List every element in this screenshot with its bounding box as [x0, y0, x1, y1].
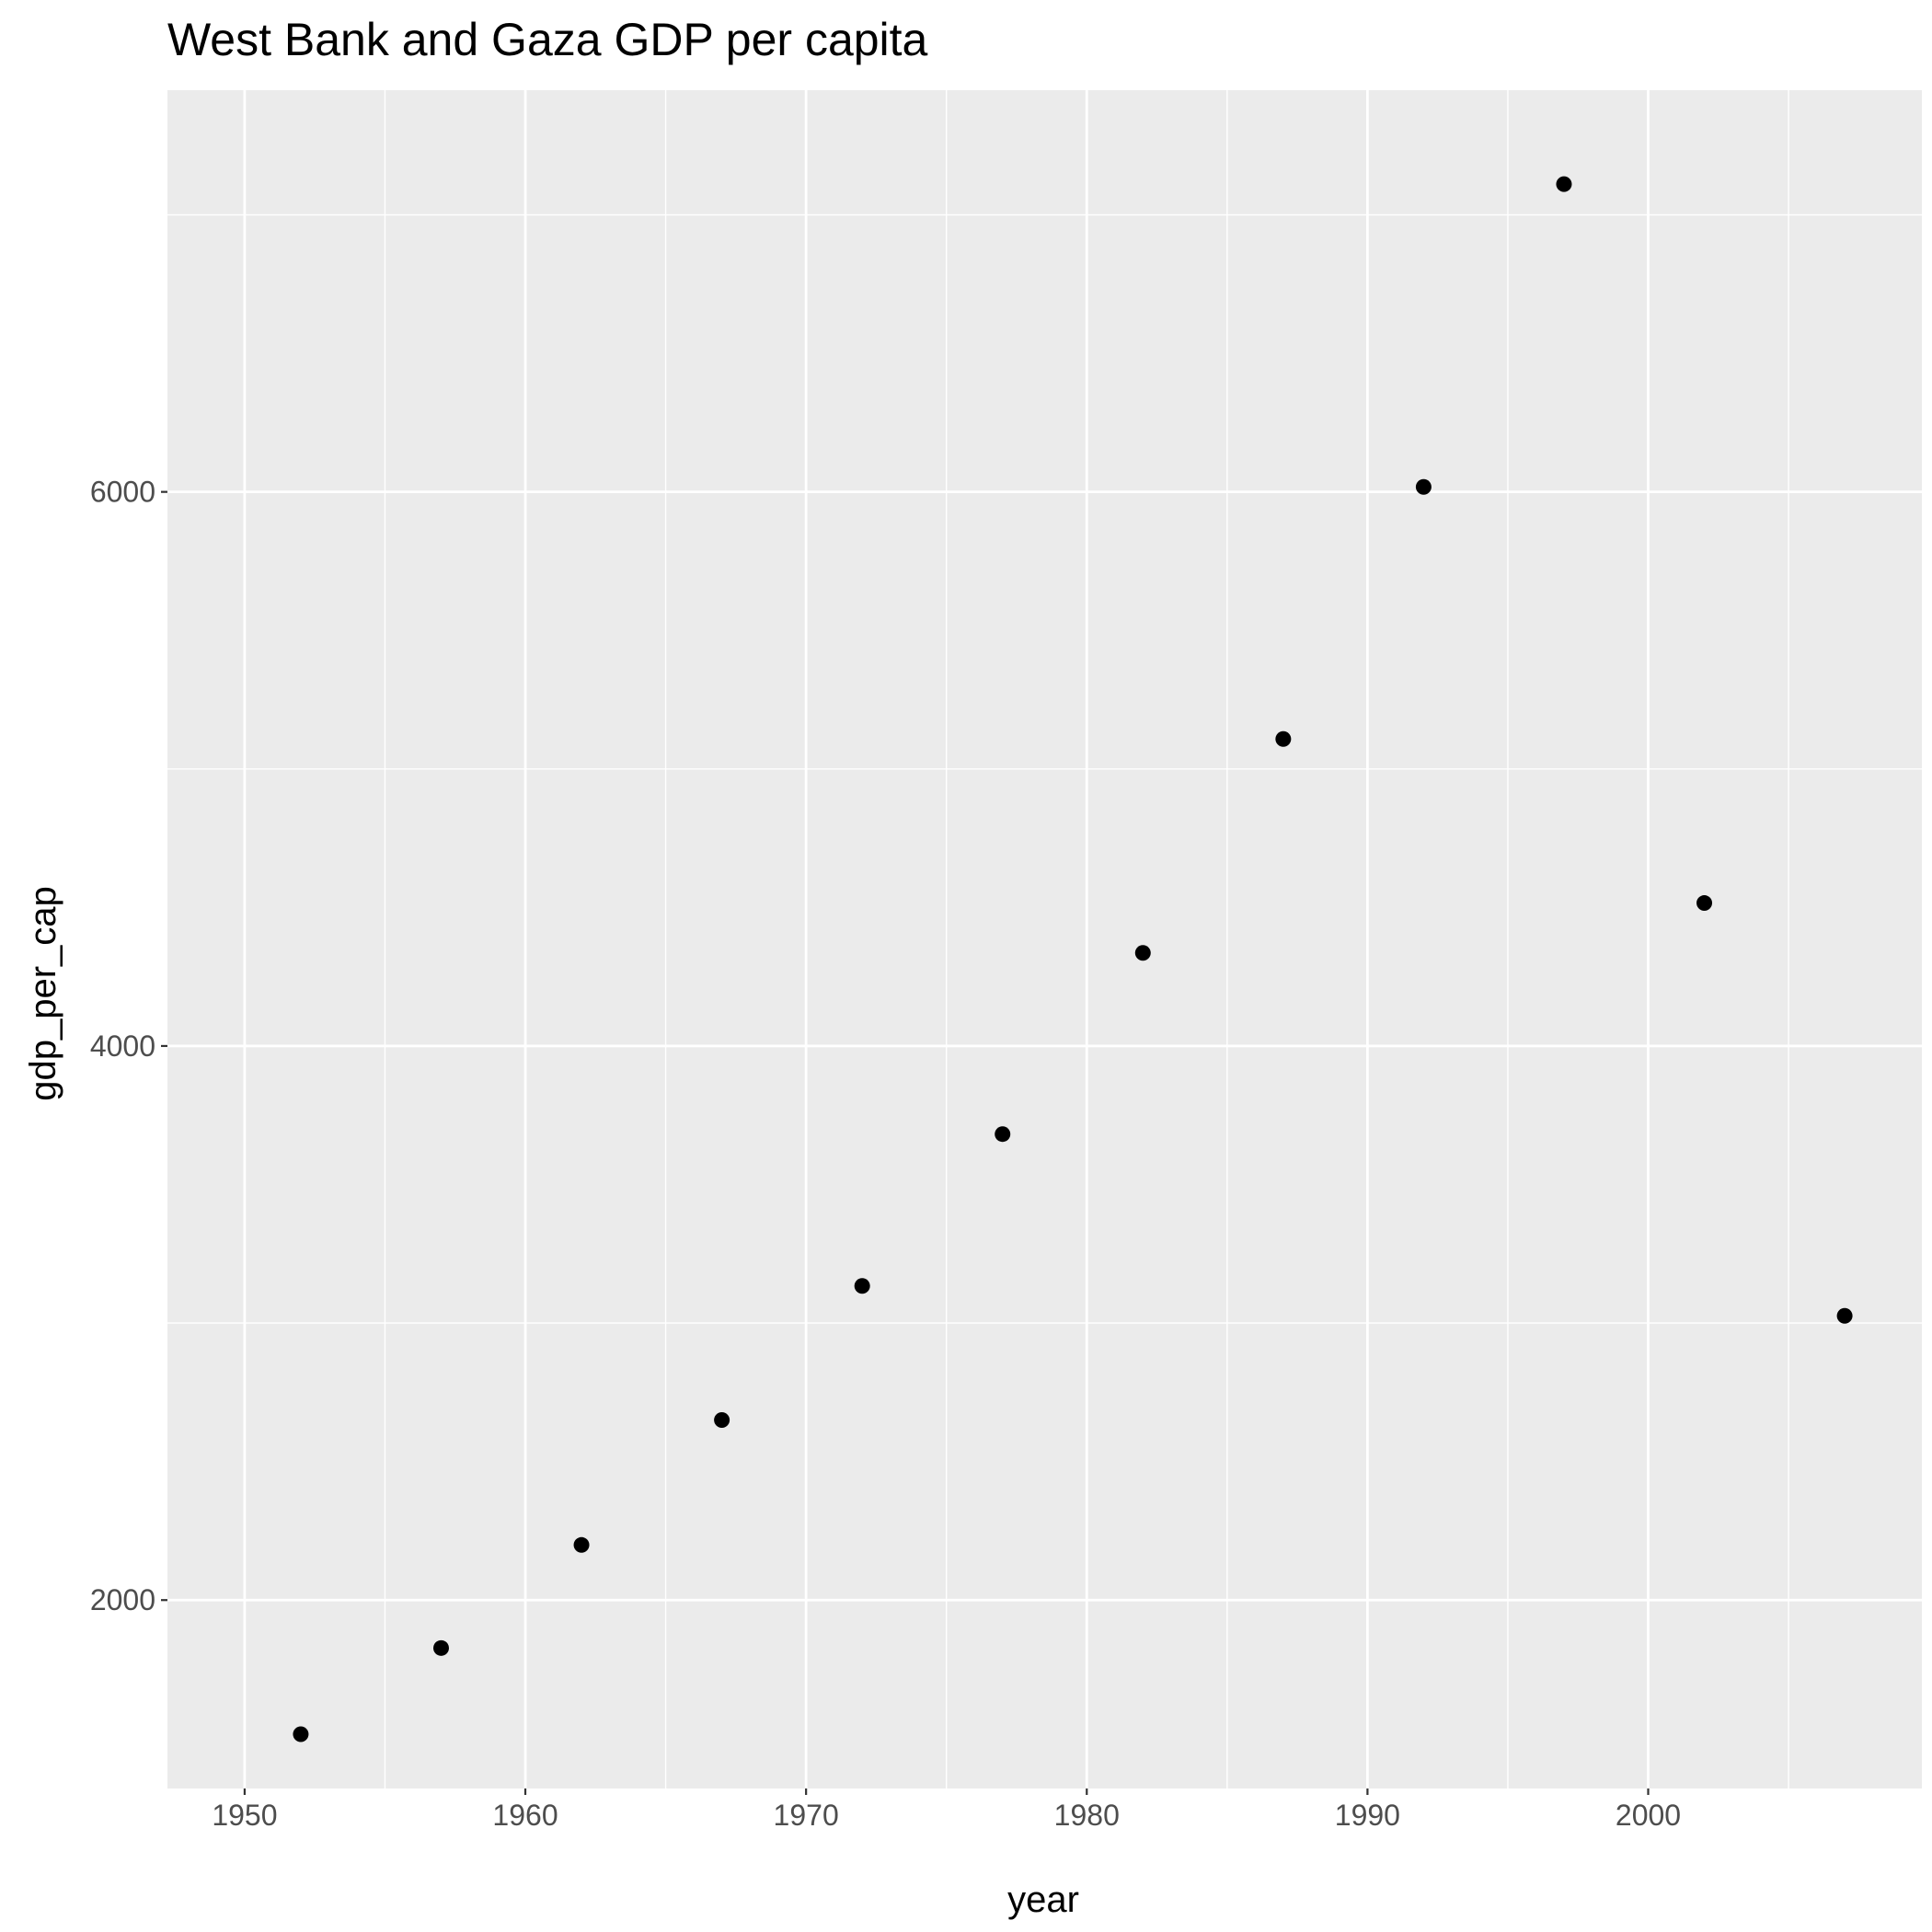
- plot-panel: [167, 90, 1922, 1788]
- data-point: [573, 1536, 590, 1553]
- x-tick-label: 1970: [774, 1799, 839, 1832]
- y-axis-title: gdp_per_cap: [23, 886, 63, 1101]
- data-point: [995, 1126, 1011, 1143]
- x-axis-title: year: [1007, 1880, 1079, 1920]
- data-point: [854, 1278, 870, 1294]
- x-axis-ticks: 1950 1960 1970 1980 1990 2000: [212, 1788, 1681, 1832]
- data-point: [1696, 895, 1713, 912]
- x-tick-label: 1950: [212, 1799, 277, 1832]
- major-gridlines: [167, 90, 1922, 1788]
- x-tick-label: 1990: [1335, 1799, 1400, 1832]
- data-point: [1415, 478, 1432, 495]
- data-point: [432, 1639, 449, 1656]
- data-point: [1556, 176, 1572, 192]
- data-point: [714, 1411, 730, 1428]
- chart-title: West Bank and Gaza GDP per capita: [167, 14, 928, 65]
- data-point: [1275, 730, 1292, 747]
- x-tick-label: 1980: [1054, 1799, 1120, 1832]
- y-tick-label: 4000: [90, 1029, 155, 1063]
- x-tick-label: 1960: [492, 1799, 558, 1832]
- data-point: [1134, 945, 1151, 961]
- x-tick-label: 2000: [1616, 1799, 1681, 1832]
- data-points: [293, 176, 1853, 1742]
- y-tick-label: 2000: [90, 1583, 155, 1616]
- minor-gridlines: [167, 90, 1922, 1788]
- y-tick-label: 6000: [90, 476, 155, 509]
- y-axis-ticks: 2000 4000 6000: [90, 476, 167, 1616]
- data-point: [293, 1726, 309, 1742]
- data-point: [1836, 1307, 1853, 1324]
